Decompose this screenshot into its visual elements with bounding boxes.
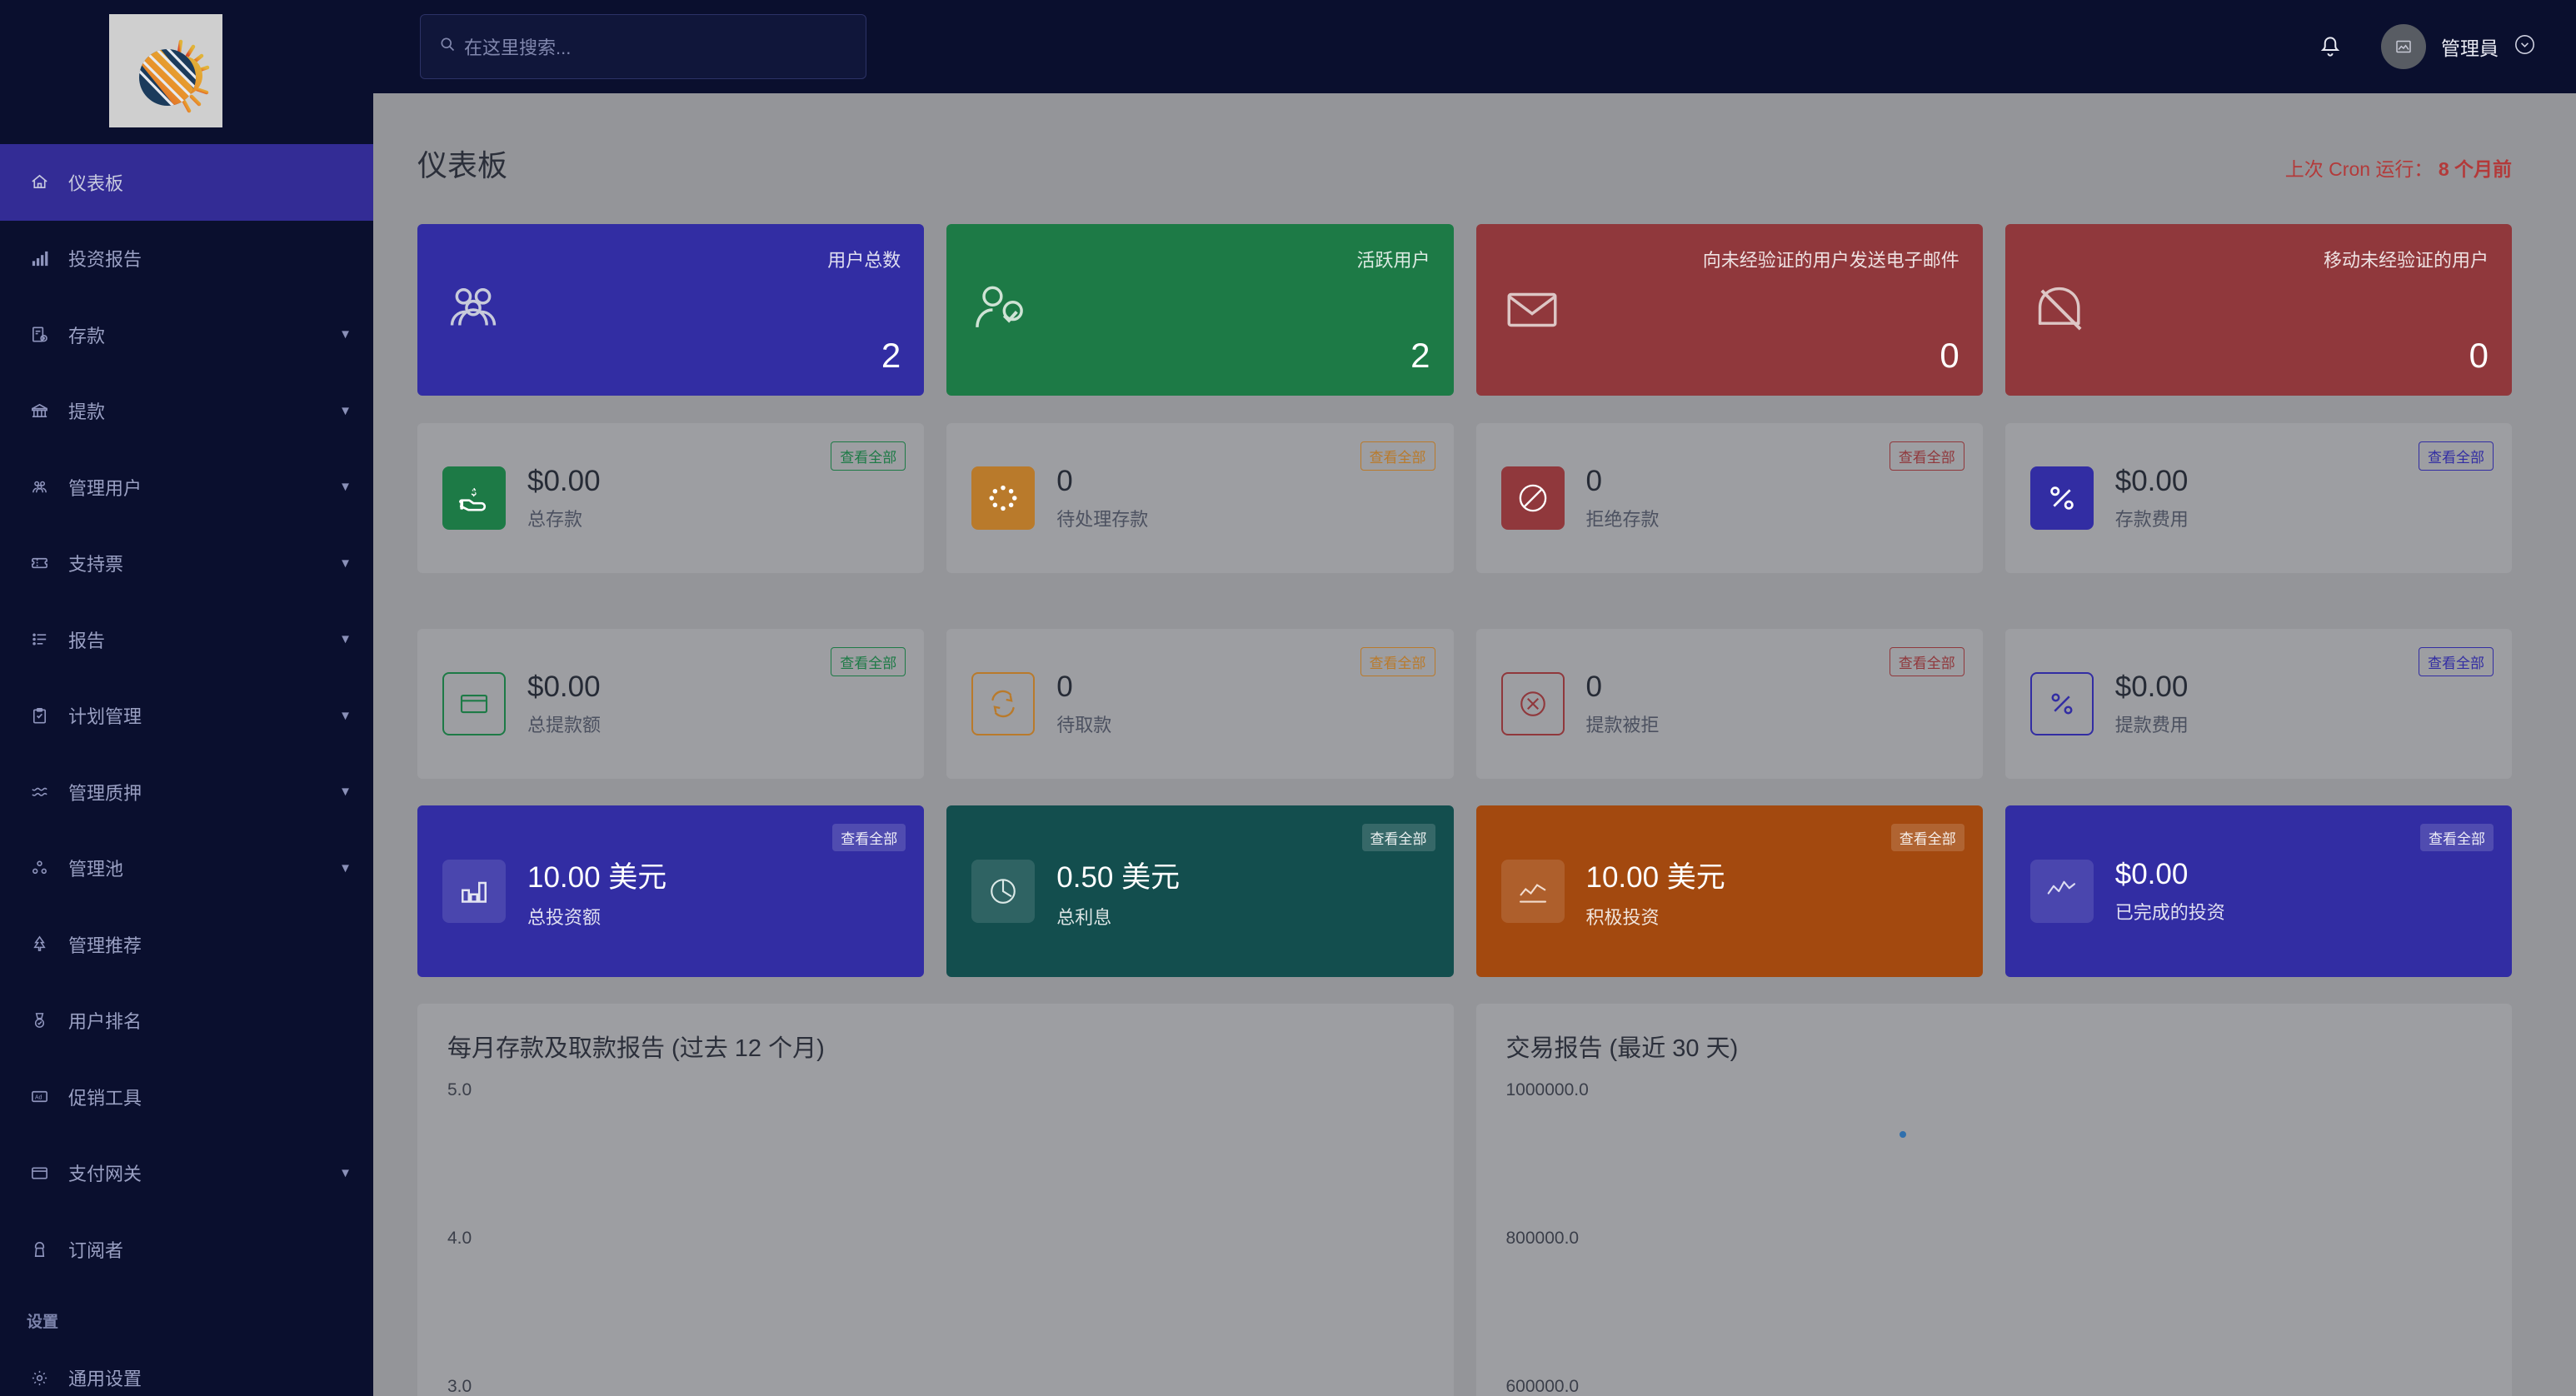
svg-text:Ad: Ad (35, 1095, 42, 1101)
